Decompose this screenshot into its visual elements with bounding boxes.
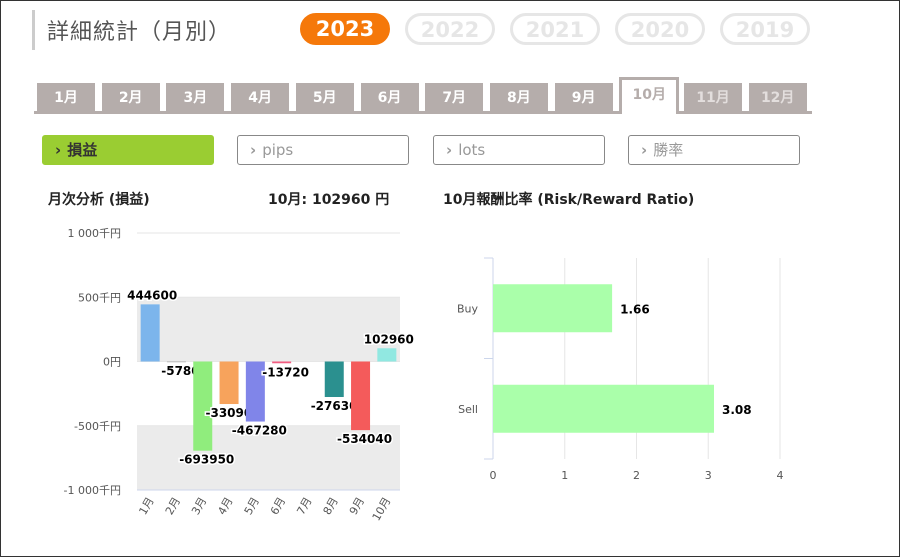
year-button-2023[interactable]: 2023 (300, 13, 390, 45)
chevron-right-icon: › (446, 141, 453, 159)
y-tick-label: 0円 (103, 356, 121, 369)
month-tab-5[interactable]: 5月 (295, 83, 354, 111)
rr-category-label-2: Sell (458, 403, 478, 416)
y-tick-label: -1 000千円 (64, 484, 121, 497)
rr-data-label-1: 1.66 (620, 302, 650, 316)
x-tick-label: 4 (777, 469, 784, 482)
bar-6 (272, 361, 292, 364)
month-tab-8[interactable]: 8月 (489, 83, 548, 111)
y-tick-label: 1 000千円 (68, 227, 122, 240)
metric-button-2[interactable]: › pips (237, 135, 409, 165)
data-label-1: 444600 (127, 288, 177, 302)
data-label-5: -467280 (232, 424, 287, 438)
x-tick-label: 1 (561, 469, 568, 482)
month-tab-9[interactable]: 9月 (554, 83, 613, 111)
chevron-right-icon: › (250, 141, 257, 159)
month-tab-2[interactable]: 2月 (101, 83, 160, 111)
chevron-right-icon: › (641, 141, 648, 159)
rr-data-label-2: 3.08 (722, 403, 752, 417)
metric-label: 勝率 (653, 141, 684, 159)
month-tab-3[interactable]: 3月 (166, 83, 225, 111)
title-bar: 詳細統計（月別） (32, 10, 230, 50)
year-button-2020[interactable]: 2020 (615, 13, 705, 45)
month-tab-7[interactable]: 7月 (425, 83, 484, 111)
year-button-2022[interactable]: 2022 (405, 13, 495, 45)
y-tick-label: -500千円 (74, 420, 121, 433)
rr-bar-2 (493, 384, 714, 433)
bar-4 (219, 361, 239, 405)
bar-1 (140, 304, 160, 362)
month-tabs: 1月 2月 3月 4月 5月 6月 7月 8月 9月 10月 11月 12月 (34, 77, 812, 114)
metric-label: lots (458, 141, 486, 159)
month-tab-11: 11月 (684, 83, 742, 111)
bar-2 (166, 361, 186, 363)
monthly-total: 10月: 102960 円 (268, 192, 390, 208)
year-button-2021[interactable]: 2021 (510, 13, 600, 45)
data-label-3: -693950 (179, 453, 234, 467)
month-tab-6[interactable]: 6月 (360, 83, 419, 111)
x-tick-label: 0 (490, 469, 497, 482)
metric-label: 損益 (67, 141, 98, 159)
plot-band-lower (137, 425, 400, 490)
rr-bar-1 (493, 284, 613, 333)
monthly-chart-heading: 月次分析 (損益) (48, 192, 150, 208)
bar-3 (193, 361, 213, 451)
bar-8 (324, 361, 344, 398)
data-label-6: -13720 (262, 365, 309, 379)
month-tab-1[interactable]: 1月 (37, 83, 95, 111)
metric-button-4[interactable]: › 勝率 (628, 135, 800, 165)
year-button-2019[interactable]: 2019 (720, 13, 810, 45)
x-tick-label: 3 (705, 469, 712, 482)
data-label-9: -534040 (337, 432, 392, 446)
page-title: 詳細統計（月別） (47, 20, 232, 45)
plot-band-upper (137, 297, 400, 362)
x-tick-label: 2 (633, 469, 640, 482)
metric-button-1[interactable]: › 損益 (42, 135, 214, 165)
metric-label: pips (262, 141, 294, 159)
bar-5 (245, 361, 265, 422)
rr-category-label-1: Buy (457, 302, 479, 315)
bar-10 (377, 348, 397, 362)
month-tab-10[interactable]: 10月 (619, 77, 680, 114)
month-tab-12: 12月 (748, 83, 807, 111)
month-tab-4[interactable]: 4月 (231, 83, 290, 111)
bar-9 (351, 361, 371, 431)
rr-chart-heading: 10月報酬比率 (Risk/Reward Ratio) (443, 192, 695, 208)
chevron-right-icon: › (55, 141, 62, 159)
data-label-2: -5780 (161, 364, 199, 378)
y-tick-label: 500千円 (78, 291, 121, 304)
metric-button-3[interactable]: › lots (433, 135, 605, 165)
data-label-10: 102960 (364, 332, 414, 346)
